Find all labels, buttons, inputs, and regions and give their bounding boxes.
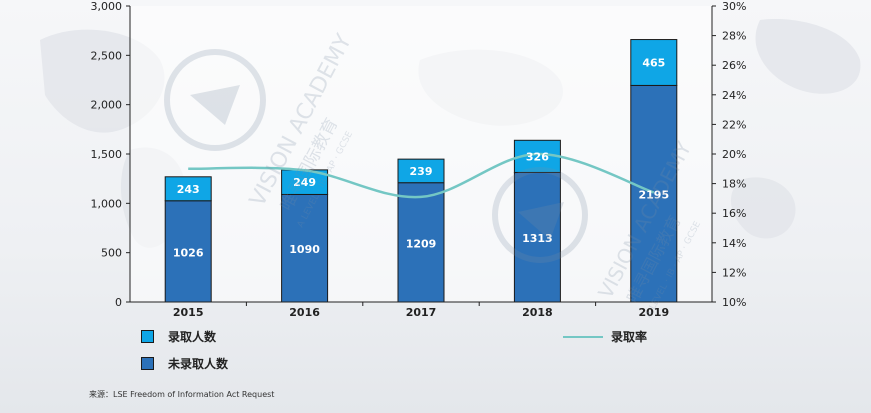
rate-line-layer — [188, 152, 655, 199]
data-label-not-admitted-2019: 2195 — [638, 189, 669, 202]
right-axis-ticks: 10% 12% 14% 16% 18% 20% 22% 24% 26% 28% 30% — [712, 0, 746, 309]
bar-admitted-2019 — [630, 39, 678, 86]
line-series-rate — [188, 152, 655, 199]
bar-labels: 1026 243 1090 249 1209 239 1313 326 2195 465 — [173, 56, 669, 259]
right-tick-label-18: 18% — [722, 178, 746, 191]
legend-swatch-not-admitted — [141, 357, 154, 370]
plot-area: 1026 243 1090 249 1209 239 1313 326 2195 465 0 500… — [91, 0, 747, 319]
x-tick-label-2019: 2019 — [638, 306, 669, 319]
left-tick-label-0: 0 — [115, 296, 122, 309]
legend-label-not-admitted: 未录取人数 — [168, 357, 229, 371]
left-tick-label-2000: 2,000 — [91, 99, 123, 112]
legend-label-rate: 录取率 — [611, 330, 648, 344]
legend-item-rate: 录取率 — [563, 328, 647, 345]
left-tick-label-3000: 3,000 — [91, 0, 123, 13]
right-tick-label-16: 16% — [722, 207, 746, 220]
bar-admitted-2015 — [164, 176, 212, 202]
right-tick-label-22: 22% — [722, 118, 746, 131]
data-label-admitted-2015: 243 — [177, 183, 200, 196]
legend-swatch-admitted — [141, 330, 154, 343]
data-label-not-admitted-2015: 1026 — [173, 246, 204, 259]
left-tick-label-500: 500 — [101, 247, 122, 260]
data-label-admitted-2018: 326 — [526, 150, 549, 163]
x-tick-label-2015: 2015 — [173, 306, 204, 319]
right-tick-label-30: 30% — [722, 0, 746, 13]
right-tick-label-12: 12% — [722, 266, 746, 279]
data-label-admitted-2017: 239 — [410, 165, 433, 178]
bar-admitted-2017 — [397, 158, 445, 184]
data-label-admitted-2019: 465 — [642, 56, 665, 69]
x-tick-label-2016: 2016 — [289, 306, 320, 319]
bar-not-admitted-2019 — [630, 84, 678, 303]
left-tick-label-2500: 2,500 — [91, 49, 123, 62]
bar-not-admitted-2017 — [397, 182, 445, 303]
left-tick-label-1500: 1,500 — [91, 148, 123, 161]
x-tick-label-2017: 2017 — [406, 306, 437, 319]
data-label-not-admitted-2018: 1313 — [522, 232, 553, 245]
data-label-not-admitted-2016: 1090 — [289, 243, 320, 256]
left-axis-ticks: 0 500 1,000 1,500 2,000 2,500 3,000 — [91, 0, 130, 309]
right-tick-label-10: 10% — [722, 296, 746, 309]
legend-item-admitted: 录取人数 — [141, 328, 216, 345]
right-tick-label-20: 20% — [722, 148, 746, 161]
legend-label-admitted: 录取人数 — [168, 330, 217, 344]
x-axis-ticks: 2015 2016 2017 2018 2019 — [173, 302, 669, 319]
legend-swatch-rate — [563, 335, 603, 338]
data-label-admitted-2016: 249 — [293, 176, 316, 189]
right-tick-label-14: 14% — [722, 237, 746, 250]
x-tick-label-2018: 2018 — [522, 306, 553, 319]
source-note: 来源：LSE Freedom of Information Act Reques… — [89, 390, 275, 399]
bar-not-admitted-2015 — [164, 200, 212, 303]
right-tick-label-28: 28% — [722, 30, 746, 43]
data-label-not-admitted-2017: 1209 — [406, 237, 437, 250]
legend-item-not-admitted: 未录取人数 — [141, 355, 228, 372]
right-tick-label-26: 26% — [722, 59, 746, 72]
left-tick-label-1000: 1,000 — [91, 197, 123, 210]
right-tick-label-24: 24% — [722, 89, 746, 102]
